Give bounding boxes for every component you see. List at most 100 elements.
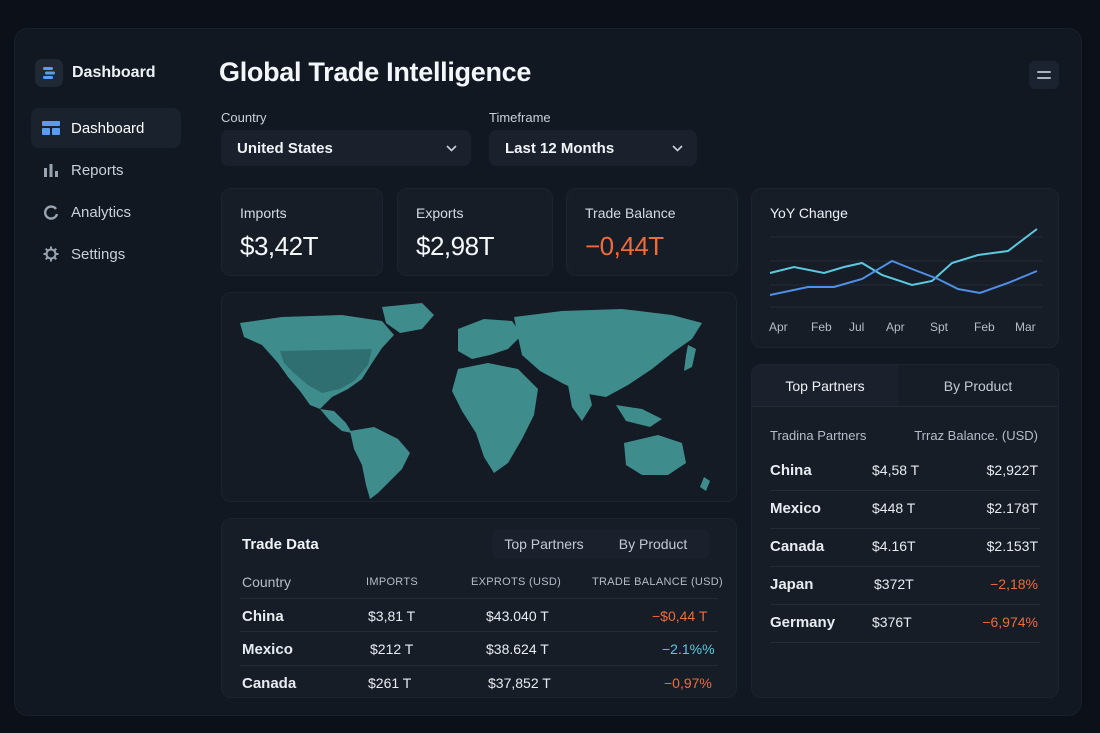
map-africa [452,363,538,473]
timeframe-select[interactable]: Last 12 Months [489,130,697,166]
trade-data-tabs: Top Partners By Product [492,529,710,559]
partner-country: Canada [770,538,825,555]
bar-chart-icon [41,160,61,180]
row-balance: −2.1%% [662,641,715,657]
map-se-asia [616,405,662,427]
map-new-zealand [700,477,710,491]
timeframe-select-value: Last 12 Months [505,139,615,157]
yoy-chart[interactable] [752,189,1060,349]
row-imports: $212 T [370,641,414,657]
partner-value: $448 T [872,500,916,516]
list-item[interactable]: Japan $372T −2,18% [770,567,1040,605]
yoy-title: YoY Change [770,205,848,221]
yoy-series-cyan [769,228,1038,287]
partner-balance: $2.178T [986,500,1038,516]
imports-value: $3,42T [240,231,318,261]
col-header-exports[interactable]: EXPROTS (USD) [471,576,562,588]
x-tick: Mar [1015,320,1036,334]
sidebar-nav: Dashboard Reports Analyt [31,108,181,276]
row-country: China [242,608,284,625]
partner-value: $376T [872,614,912,630]
trade-balance-card[interactable]: Trade Balance −0,44T [566,188,738,276]
analytics-icon [41,202,61,222]
yoy-series-blue [769,259,1038,296]
sidebar: Dashboard Dashboard [15,29,195,715]
table-row[interactable]: Canada $261 T $37,852 T −0,97% [240,666,718,700]
gear-icon [41,244,61,264]
country-label: Country [221,110,267,125]
list-item[interactable]: Canada $4.16T $2.153T [770,529,1040,567]
sidebar-item-label: Dashboard [71,119,145,137]
menu-button[interactable] [1029,61,1059,89]
brand[interactable]: Dashboard [35,59,156,87]
list-item[interactable]: Mexico $448 T $2.178T [770,491,1040,529]
row-exports: $43.040 T [486,608,549,624]
sidebar-item-reports[interactable]: Reports [31,150,181,190]
map-asia [514,309,702,397]
trade-data-title: Trade Data [242,536,319,553]
map-greenland [382,303,434,333]
row-imports: $3,81 T [368,608,416,624]
map-australia [624,435,686,475]
partner-value: $4,58 T [872,462,920,478]
partner-balance: $2,922T [986,462,1038,478]
brand-logo-icon [35,59,63,87]
row-country: Mexico [242,641,293,658]
tab-top-partners[interactable]: Top Partners [752,365,898,406]
partner-balance: −2,18% [990,576,1038,592]
trade-balance-label: Trade Balance [585,205,676,221]
sidebar-item-analytics[interactable]: Analytics [31,192,181,232]
trade-data-card: Trade Data Top Partners By Product Count… [221,518,737,698]
yoy-change-card: YoY Change Apr Feb Jul Apr Spt Feb Mar [751,188,1059,348]
col-header-balance[interactable]: Trraz Balance. (USD) [914,428,1038,443]
map-japan [684,345,696,371]
chevron-down-icon [446,144,457,152]
table-row[interactable]: Mexico $212 T $38.624 T −2.1%% [240,632,718,666]
partner-country: Japan [770,576,814,593]
col-header-country[interactable]: Country [242,574,292,590]
partners-tabs: Top Partners By Product [752,365,1058,407]
sidebar-item-dashboard[interactable]: Dashboard [31,108,181,148]
row-imports: $261 T [368,675,412,691]
partner-value: $4.16T [872,538,916,554]
tab-by-product[interactable]: By Product [943,377,1013,394]
x-tick: Apr [769,320,788,334]
map-india [568,385,592,421]
tab-top-partners[interactable]: Top Partners [504,536,584,552]
timeframe-label: Timeframe [489,110,551,125]
x-tick: Feb [811,320,832,334]
col-header-trade-balance[interactable]: TRADE BALANCE (USD) [592,576,723,588]
partner-country: Mexico [770,500,821,517]
row-exports: $38.624 T [486,641,549,657]
partner-balance: $2.153T [986,538,1038,554]
table-row[interactable]: China $3,81 T $43.040 T −$0,44 T [240,598,718,632]
col-header-partners[interactable]: Tradina Partners [770,428,867,443]
x-tick: Spt [930,320,949,334]
country-select[interactable]: United States [221,130,471,166]
exports-label: Exports [416,205,464,221]
sidebar-item-label: Settings [71,245,126,263]
x-tick: Jul [849,320,865,334]
world-map[interactable] [222,293,738,503]
row-exports: $37,852 T [488,675,551,691]
list-item[interactable]: China $4,58 T $2,922T [770,453,1040,491]
imports-card[interactable]: Imports $3,42T [221,188,383,276]
world-map-card [221,292,737,502]
list-item[interactable]: Germany $376T −6,974% [770,605,1040,643]
country-select-value: United States [237,139,333,157]
col-header-imports[interactable]: IMPORTS [366,576,419,588]
x-tick: Apr [886,320,905,334]
partner-balance: −6,974% [982,614,1038,630]
partner-country: Germany [770,614,836,631]
tab-by-product[interactable]: By Product [618,536,688,552]
page-title: Global Trade Intelligence [219,57,532,87]
exports-card[interactable]: Exports $2,98T [397,188,553,276]
hamburger-icon [1037,71,1051,79]
sidebar-item-label: Reports [71,161,124,179]
chevron-down-icon [672,144,683,152]
sidebar-item-settings[interactable]: Settings [31,234,181,274]
partner-country: China [770,462,812,479]
row-balance: −$0,44 T [652,608,708,624]
trade-balance-value: −0,44T [585,231,664,261]
exports-value: $2,98T [416,231,494,261]
